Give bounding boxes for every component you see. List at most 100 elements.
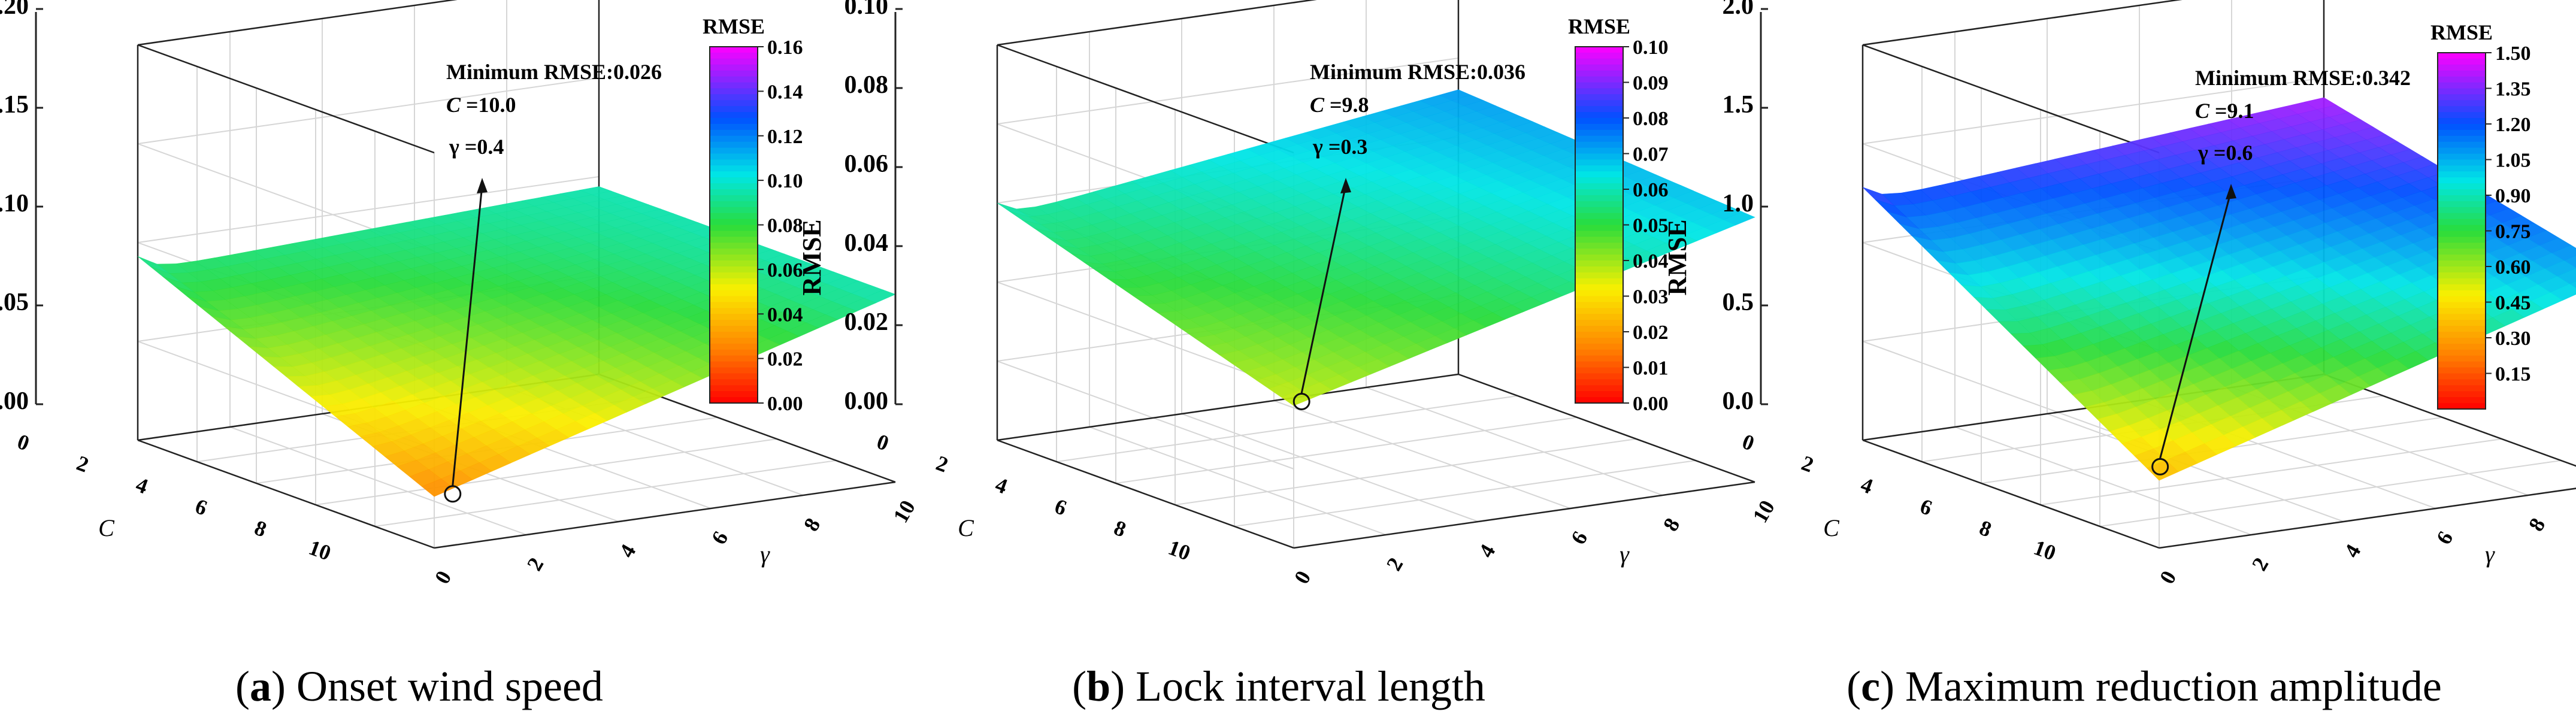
colorbar-segment: [1575, 237, 1623, 244]
colorbar-segment: [1575, 52, 1623, 59]
gamma-tick-label: 2: [2247, 553, 2274, 575]
colorbar-segment: [2438, 373, 2486, 380]
colorbar-tick-label: 0.10: [767, 170, 803, 192]
colorbar-tick-label: 0.10: [1633, 37, 1669, 59]
annotation-gamma-symbol: γ: [449, 135, 459, 159]
panel-caption: (a) Onset wind speed: [235, 662, 603, 710]
colorbar-segment: [710, 201, 758, 208]
colorbar-segment: [2438, 338, 2486, 344]
gridline-floor: [315, 438, 777, 505]
colorbar-segment: [710, 397, 758, 404]
colorbar-tick-label: 0.05: [1633, 215, 1669, 237]
gridline-back: [137, 176, 600, 243]
c-tick-label: 10: [2030, 535, 2059, 565]
annotation-arrow: [452, 184, 483, 486]
colorbar-segment: [710, 177, 758, 184]
annotation-c-number: =9.1: [2209, 99, 2254, 123]
colorbar-tick-label: 0.12: [767, 126, 803, 148]
axis-edge: [1293, 481, 1755, 549]
colorbar-segment: [1575, 147, 1623, 155]
gridline-floor: [1175, 438, 1637, 505]
c-tick-label: 4: [1858, 472, 1876, 499]
colorbar-segment: [1575, 225, 1623, 232]
colorbar-segment: [710, 64, 758, 71]
gridline-floor: [2099, 460, 2562, 527]
annotation-gamma-symbol: γ: [2197, 141, 2208, 165]
colorbar-segment: [710, 82, 758, 89]
colorbar-segment: [1575, 260, 1623, 267]
colorbar-segment: [710, 367, 758, 374]
colorbar-segment: [2438, 290, 2486, 297]
colorbar-segment: [2438, 231, 2486, 238]
caption-text: Lock interval length: [1136, 662, 1485, 710]
gamma-tick-label: 8: [1658, 514, 1685, 535]
c-axis-title: C: [958, 514, 974, 541]
colorbar-segment: [1575, 361, 1623, 368]
axis-edge: [1862, 44, 2160, 154]
colorbar-segment: [2438, 124, 2486, 131]
colorbar-segment: [710, 123, 758, 131]
colorbar-segment: [710, 308, 758, 315]
colorbar-tick-label: 0.04: [1633, 250, 1669, 272]
annotation-gamma-symbol: γ: [1312, 135, 1323, 159]
arrow-head: [477, 178, 488, 193]
colorbar-segment: [1575, 165, 1623, 172]
c-tick-label: 0: [874, 429, 892, 456]
colorbar-segment: [2438, 403, 2486, 410]
colorbar-tick-label: 0.08: [1633, 108, 1669, 130]
colorbar-segment: [2438, 106, 2486, 113]
gamma-tick-label: 8: [799, 514, 825, 535]
colorbar-segment: [2438, 308, 2486, 315]
colorbar-segment: [710, 326, 758, 332]
colorbar-segment: [710, 237, 758, 244]
axis-edge: [997, 0, 1317, 46]
c-axis-title: C: [98, 514, 115, 541]
gamma-tick-label: 0: [430, 567, 456, 588]
colorbar-segment: [2438, 332, 2486, 338]
colorbar-segment: [1575, 135, 1623, 143]
colorbar-segment: [1575, 255, 1623, 261]
colorbar-segment: [1575, 129, 1623, 137]
colorbar-segment: [710, 52, 758, 59]
colorbar-segment: [2438, 255, 2486, 262]
colorbar-segment: [710, 129, 758, 137]
c-tick-label: 8: [1111, 516, 1130, 542]
colorbar-segment: [710, 361, 758, 368]
gamma-axis-title: γ: [760, 541, 770, 568]
gamma-tick-labels: 0 2 4 6 8 10: [1289, 496, 1779, 587]
gridline-back: [1862, 77, 2324, 144]
colorbar-segment: [2438, 100, 2486, 107]
colorbar-segment: [2438, 189, 2486, 196]
annotation-c-symbol: C: [2195, 99, 2210, 123]
colorbar-segment: [2438, 94, 2486, 101]
colorbar-segment: [710, 171, 758, 178]
colorbar-segment: [1575, 337, 1623, 344]
axis-edge: [2323, 373, 2576, 467]
colorbar-segment: [710, 278, 758, 285]
colorbar-segment: [1575, 141, 1623, 149]
c-tick-label: 4: [992, 472, 1011, 499]
colorbar-segment: [1575, 278, 1623, 285]
surface: [137, 186, 896, 497]
colorbar-segment: [710, 343, 758, 350]
colorbar-segment: [1575, 94, 1623, 101]
annotation-c-number: =9.8: [1324, 93, 1369, 117]
chart-panel-b: 0.000.020.040.060.080.10RMSE0246810C0246…: [797, 0, 1779, 710]
gridline-back: [997, 0, 1316, 46]
z-tick-label: 0.06: [844, 150, 889, 178]
colorbar-segment: [2438, 213, 2486, 220]
colorbar-segment: [2438, 118, 2486, 125]
gamma-tick-label: 6: [2432, 527, 2458, 549]
colorbar-segment: [710, 147, 758, 155]
c-tick-label: 0: [1739, 429, 1758, 456]
colorbar-segment: [710, 243, 758, 250]
colorbar-segment: [1575, 355, 1623, 362]
gamma-tick-label: 4: [615, 540, 641, 562]
colorbar-segment: [1575, 302, 1623, 309]
axis-edge: [137, 439, 435, 549]
gridline-floor: [2040, 438, 2502, 505]
z-tick-label: 0.10: [844, 0, 889, 20]
